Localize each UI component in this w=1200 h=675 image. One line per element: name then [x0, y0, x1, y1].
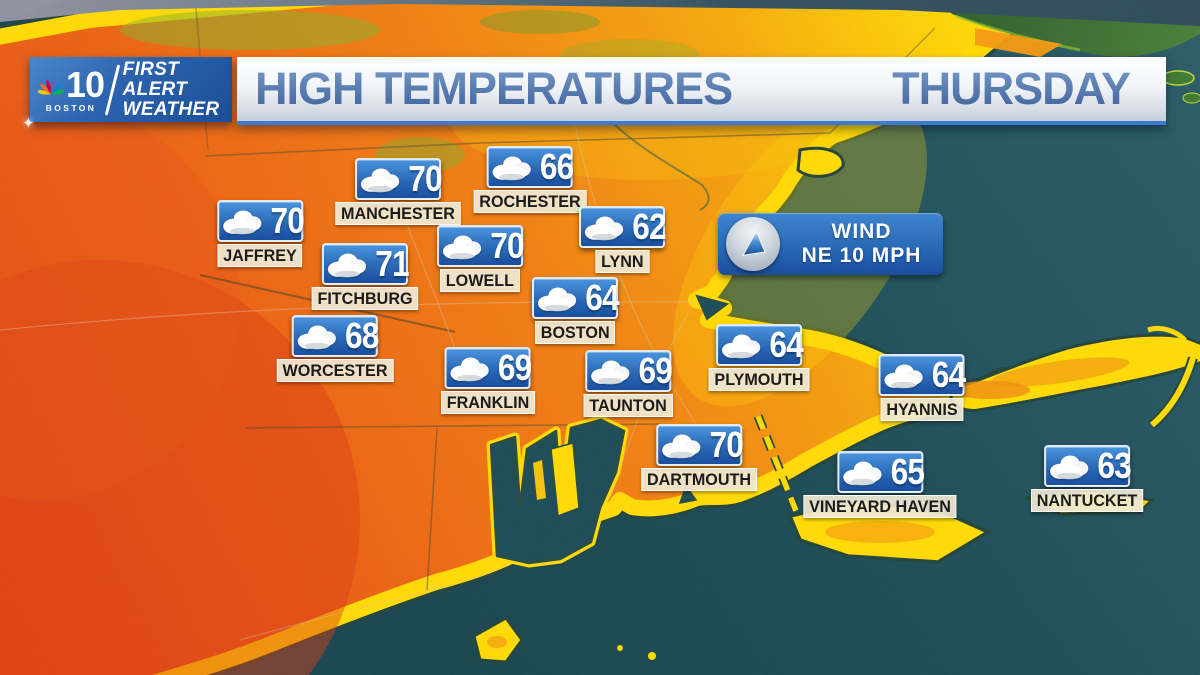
cloud-icon	[296, 323, 340, 350]
temperature-value: 70	[490, 225, 524, 266]
station-taunton: 69 TAUNTON	[581, 350, 675, 417]
cloud-icon	[583, 214, 627, 241]
cloud-icon	[221, 208, 265, 235]
temp-box: 63	[1044, 445, 1132, 487]
page-title: HIGH TEMPERATURES	[237, 63, 733, 115]
temperature-value: 65	[890, 451, 924, 492]
station-boston: 64 BOSTON	[532, 277, 620, 344]
temp-box: 64	[878, 354, 967, 396]
wind-readout: WIND NE 10 MPH	[780, 220, 943, 268]
city-label: ROCHESTER	[473, 190, 587, 213]
station-lynn: 62 LYNN	[579, 206, 667, 273]
station-worcester: 68 WORCESTER	[274, 315, 397, 382]
city-label: HYANNIS	[880, 398, 964, 421]
temperature-value: 66	[540, 146, 574, 187]
wind-direction-arrow-icon	[742, 230, 766, 256]
cloud-icon	[720, 332, 764, 359]
station-fitchburg: 71 FITCHBURG	[309, 243, 421, 310]
market-name: BOSTON	[45, 102, 97, 113]
temperature-value: 69	[638, 350, 672, 391]
cloud-icon	[441, 233, 485, 260]
station-franklin: 69 FRANKLIN	[439, 347, 538, 414]
logo-slash	[104, 63, 120, 116]
temp-box: 70	[217, 200, 305, 242]
temp-box: 62	[579, 206, 667, 248]
temperature-value: 64	[769, 324, 803, 365]
city-label: NANTUCKET	[1031, 489, 1143, 512]
cloud-icon	[491, 154, 535, 181]
city-label: LOWELL	[440, 269, 520, 292]
wind-badge: WIND NE 10 MPH	[718, 213, 943, 275]
temperature-value: 64	[585, 277, 619, 318]
station-vineyard-haven: 65 VINEYARD HAVEN	[799, 451, 960, 518]
city-label: JAFFREY	[217, 244, 303, 267]
city-label: TAUNTON	[583, 394, 673, 417]
wind-label: WIND	[831, 220, 892, 243]
first-alert-weather-tagline: FIRST ALERT WEATHER	[122, 58, 232, 120]
temp-box: 69	[585, 350, 673, 392]
temperature-value: 70	[270, 200, 304, 241]
tagline-line2: WEATHER	[122, 98, 220, 120]
cloud-icon	[449, 355, 493, 382]
city-label: FRANKLIN	[441, 391, 535, 414]
cloud-icon	[883, 362, 927, 389]
temperature-value: 70	[408, 158, 442, 199]
cloud-icon	[359, 166, 403, 193]
temp-box: 66	[486, 146, 575, 188]
station-nantucket: 63 NANTUCKET	[1028, 445, 1146, 512]
lens-glint: ✦	[22, 115, 35, 132]
station-hyannis: 64 HYANNIS	[878, 354, 967, 421]
station-plymouth: 64 PLYMOUTH	[706, 324, 812, 391]
cloud-icon	[326, 251, 370, 278]
tagline-line1: FIRST ALERT	[122, 58, 188, 100]
channel-number: 10	[66, 63, 105, 105]
wind-direction-dial	[726, 217, 780, 271]
temperature-value: 62	[632, 206, 666, 247]
station-jaffrey: 70 JAFFREY	[215, 200, 305, 267]
city-label: FITCHBURG	[311, 287, 419, 310]
temperature-value: 71	[375, 243, 409, 284]
temperature-value: 64	[932, 354, 966, 395]
temp-box: 68	[292, 315, 380, 357]
city-label: DARTMOUTH	[641, 468, 757, 491]
temp-box: 70	[437, 225, 525, 267]
cloud-icon	[536, 285, 580, 312]
city-label: BOSTON	[534, 321, 616, 344]
station-rochester: 66 ROCHESTER	[471, 146, 590, 213]
temp-box: 65	[836, 451, 925, 493]
station-manchester: 70 MANCHESTER	[332, 158, 464, 225]
city-label: PLYMOUTH	[708, 368, 810, 391]
cloud-icon	[1048, 453, 1092, 480]
cloud-icon	[589, 358, 633, 385]
city-label: WORCESTER	[276, 359, 394, 382]
temp-box: 70	[655, 424, 744, 466]
temp-box: 69	[444, 347, 533, 389]
nbc10-boston-logo: 10 BOSTON	[38, 63, 105, 113]
temp-box: 70	[354, 158, 443, 200]
temp-box: 64	[715, 324, 804, 366]
temperature-value: 68	[345, 315, 379, 356]
station-dartmouth: 70 DARTMOUTH	[638, 424, 760, 491]
station-lowell: 70 LOWELL	[437, 225, 525, 292]
city-label: LYNN	[595, 250, 649, 273]
cloud-icon	[841, 459, 885, 486]
temperature-value: 63	[1097, 445, 1131, 486]
title-bar: HIGH TEMPERATURES THURSDAY	[237, 57, 1166, 125]
temp-box: 71	[321, 243, 410, 285]
temperature-value: 70	[709, 424, 743, 465]
forecast-day: THURSDAY	[892, 63, 1166, 115]
station-logo: 10 BOSTON FIRST ALERT WEATHER ✦	[22, 57, 232, 132]
city-label: MANCHESTER	[335, 202, 461, 225]
wind-value: NE 10 MPH	[801, 244, 922, 267]
city-label: VINEYARD HAVEN	[803, 495, 957, 518]
nbc-peacock-icon	[38, 79, 64, 95]
temperature-value: 69	[498, 347, 532, 388]
temp-box: 64	[532, 277, 620, 319]
cloud-icon	[660, 432, 704, 459]
